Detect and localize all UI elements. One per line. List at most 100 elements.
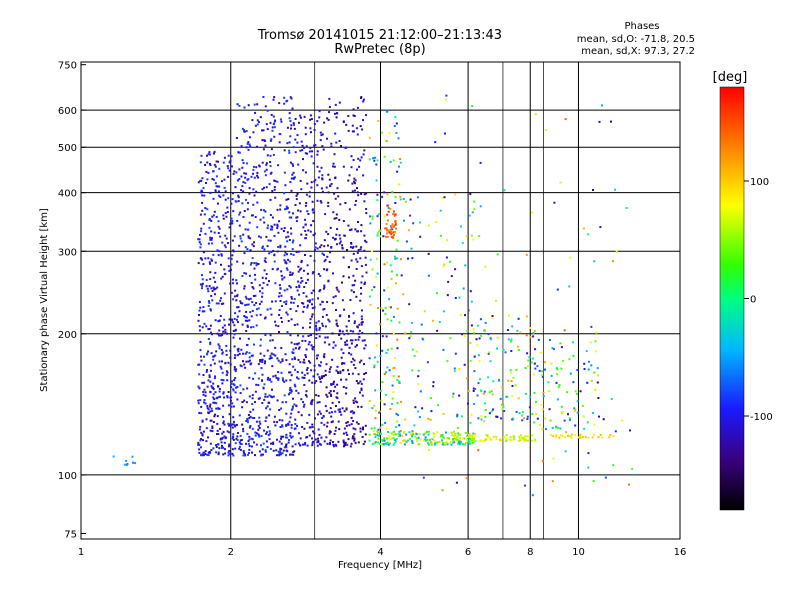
data-point	[310, 315, 313, 318]
data-point	[211, 290, 214, 292]
data-point	[282, 435, 285, 438]
data-point	[290, 412, 293, 415]
data-point	[430, 410, 433, 413]
data-point	[420, 323, 423, 326]
data-point	[531, 494, 534, 497]
data-point	[258, 397, 261, 400]
data-point	[555, 436, 558, 439]
data-point	[417, 436, 420, 439]
data-point	[348, 352, 350, 355]
plot-frame	[80, 61, 681, 540]
data-point	[407, 229, 410, 232]
data-point	[255, 314, 258, 317]
data-point	[473, 403, 476, 405]
data-point	[216, 286, 219, 289]
data-point	[288, 117, 291, 120]
data-point	[428, 438, 431, 441]
data-point	[200, 454, 202, 457]
data-point	[227, 242, 229, 245]
data-point	[583, 362, 586, 365]
data-point	[254, 454, 256, 457]
data-point	[320, 244, 323, 247]
data-point	[224, 328, 227, 331]
data-point	[303, 374, 306, 377]
data-point	[360, 405, 363, 408]
data-point	[209, 278, 212, 281]
data-point	[244, 176, 247, 179]
data-point	[278, 331, 280, 333]
data-point	[206, 208, 209, 211]
data-point	[255, 432, 258, 435]
data-point	[326, 395, 329, 398]
data-point	[363, 193, 366, 196]
data-point	[254, 216, 257, 218]
data-point	[316, 444, 319, 447]
data-point	[326, 117, 329, 120]
data-point	[273, 420, 276, 423]
data-point	[328, 411, 331, 414]
data-point	[360, 321, 363, 324]
data-point	[260, 208, 263, 211]
data-point	[227, 454, 230, 457]
data-point	[305, 348, 308, 351]
data-point	[285, 311, 288, 314]
data-point	[445, 441, 448, 444]
data-point	[591, 436, 594, 439]
data-point	[376, 234, 379, 237]
data-point	[377, 441, 380, 444]
data-point	[314, 246, 317, 249]
data-point	[236, 219, 239, 222]
data-point	[327, 318, 330, 321]
data-point	[209, 343, 212, 346]
data-point	[358, 336, 361, 339]
data-point	[336, 288, 339, 291]
data-point	[288, 211, 291, 214]
data-point	[212, 170, 215, 173]
data-point	[289, 286, 292, 289]
data-point	[290, 436, 293, 439]
data-point	[343, 410, 346, 413]
data-point	[596, 381, 599, 384]
data-point	[399, 158, 402, 161]
data-point	[593, 371, 596, 374]
data-point	[360, 224, 363, 227]
data-point	[364, 281, 367, 284]
data-point	[213, 401, 216, 404]
data-point	[569, 435, 572, 438]
data-point	[123, 463, 126, 466]
data-point	[311, 444, 314, 447]
data-point	[369, 295, 371, 298]
data-point	[264, 316, 267, 319]
data-point	[207, 290, 210, 293]
data-point	[284, 245, 287, 248]
data-point	[279, 208, 282, 211]
data-point	[257, 363, 260, 365]
data-point	[203, 381, 206, 384]
data-point	[316, 357, 318, 360]
data-point	[377, 120, 380, 122]
data-point	[465, 235, 468, 238]
data-point	[319, 246, 322, 249]
data-point	[247, 178, 250, 181]
data-point	[471, 105, 474, 107]
data-point	[200, 154, 203, 157]
data-point	[377, 428, 380, 431]
data-point	[276, 421, 279, 424]
data-point	[412, 222, 415, 225]
data-point	[291, 272, 294, 275]
data-point	[206, 405, 209, 407]
data-point	[212, 214, 215, 217]
data-point	[477, 449, 480, 452]
data-point	[279, 451, 282, 454]
data-point	[596, 367, 599, 370]
data-point	[342, 439, 345, 442]
data-point	[386, 318, 389, 321]
data-point	[224, 246, 227, 249]
data-point	[355, 127, 358, 130]
data-point	[254, 111, 257, 114]
data-point	[335, 426, 338, 429]
data-point	[398, 380, 401, 383]
data-point	[263, 248, 266, 251]
data-point	[561, 434, 564, 437]
data-point	[287, 320, 290, 322]
